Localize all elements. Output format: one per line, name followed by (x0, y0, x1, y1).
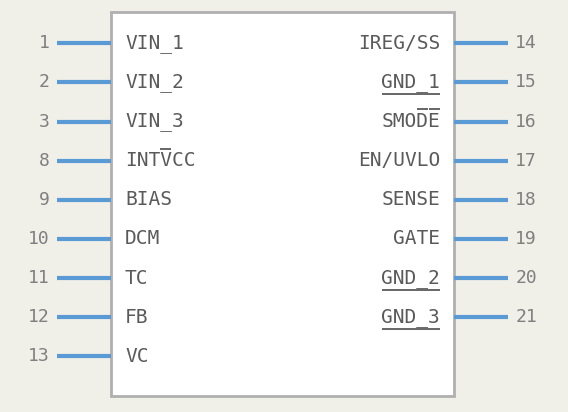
Text: VIN_1: VIN_1 (125, 34, 183, 53)
Text: SENSE: SENSE (382, 190, 440, 209)
Text: 19: 19 (515, 230, 537, 248)
Text: GATE: GATE (393, 229, 440, 248)
Text: BIAS: BIAS (125, 190, 172, 209)
Text: TC: TC (125, 269, 148, 288)
Text: 13: 13 (28, 347, 50, 365)
Text: VC: VC (125, 347, 148, 366)
Text: 8: 8 (39, 152, 50, 170)
Text: 16: 16 (515, 112, 537, 131)
Text: 20: 20 (515, 269, 537, 287)
Text: DCM: DCM (125, 229, 160, 248)
Text: 11: 11 (28, 269, 50, 287)
Text: 18: 18 (515, 191, 537, 209)
Text: INTVCC: INTVCC (125, 151, 195, 170)
Text: 3: 3 (39, 112, 50, 131)
Text: 12: 12 (28, 308, 50, 326)
Text: GND_1: GND_1 (382, 73, 440, 92)
Text: VIN_3: VIN_3 (125, 112, 183, 131)
Text: 14: 14 (515, 34, 537, 52)
Text: 1: 1 (39, 34, 50, 52)
Text: FB: FB (125, 308, 148, 327)
Bar (111, 12, 454, 396)
Text: EN/UVLO: EN/UVLO (358, 151, 440, 170)
Text: 17: 17 (515, 152, 537, 170)
Text: 15: 15 (515, 73, 537, 91)
Text: 9: 9 (39, 191, 50, 209)
Text: IREG/SS: IREG/SS (358, 34, 440, 53)
Text: GND_3: GND_3 (382, 308, 440, 327)
Text: 10: 10 (28, 230, 50, 248)
Text: GND_2: GND_2 (382, 269, 440, 288)
Text: SMODE: SMODE (382, 112, 440, 131)
Text: 2: 2 (39, 73, 50, 91)
Text: VIN_2: VIN_2 (125, 73, 183, 92)
Text: 21: 21 (515, 308, 537, 326)
